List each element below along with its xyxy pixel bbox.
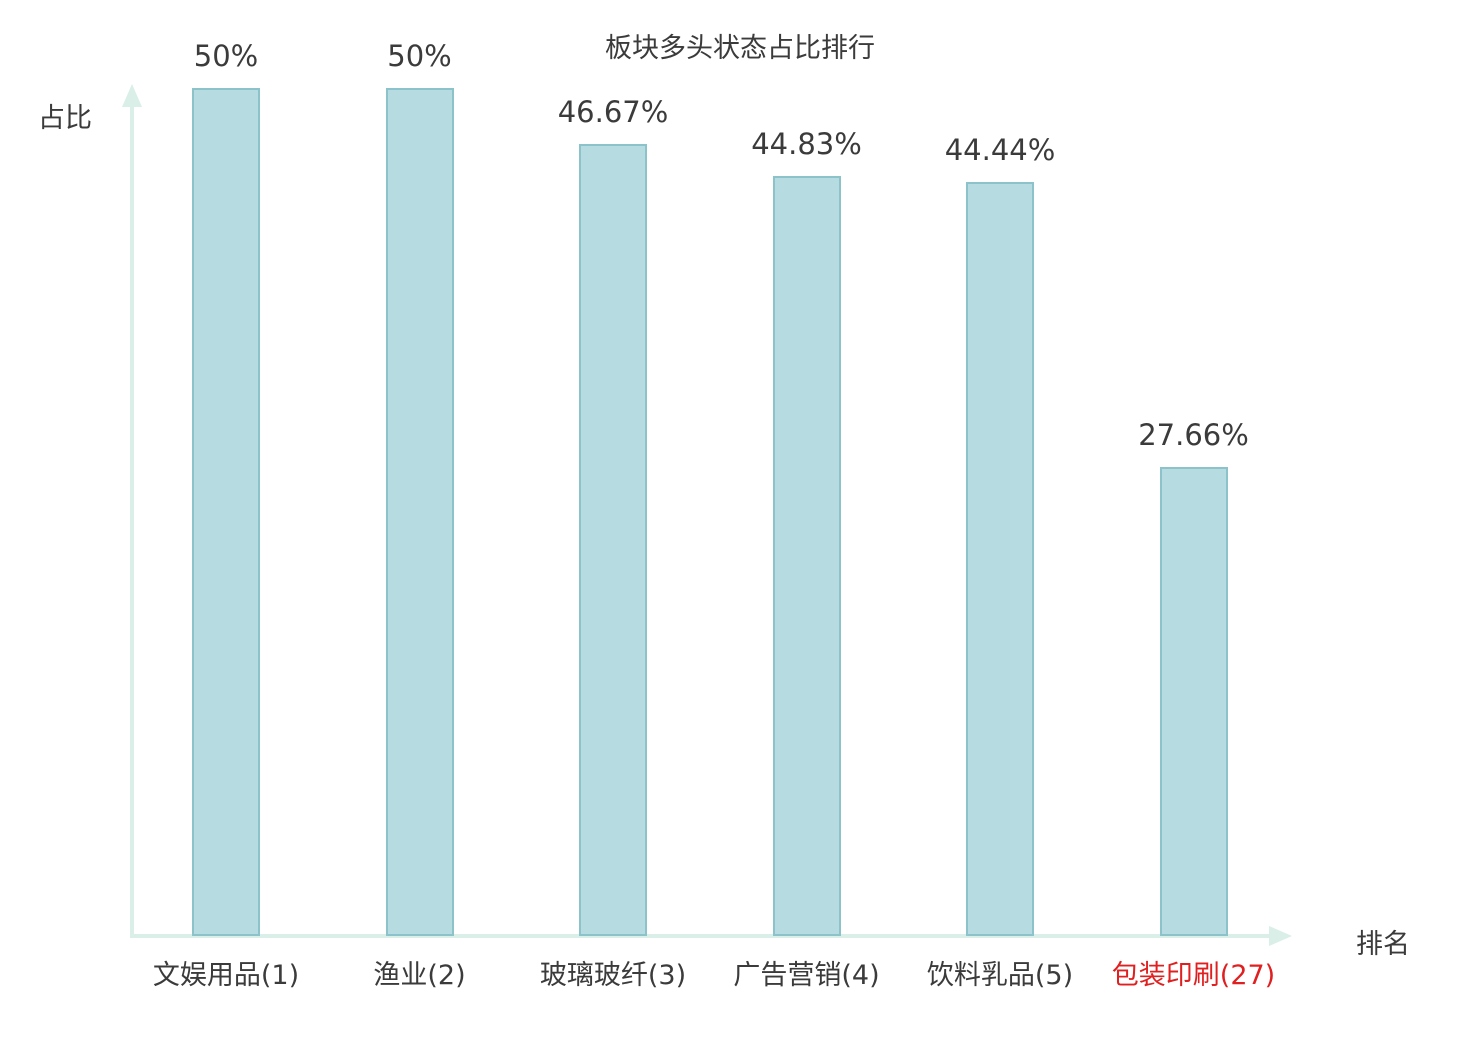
bar-category-label: 包装印刷(27) <box>1111 960 1276 991</box>
bar <box>772 175 841 936</box>
y-axis-label: 占比 <box>38 103 92 134</box>
bar-category-label: 渔业(2) <box>373 960 466 991</box>
bar-category-label: 文娱用品(1) <box>152 960 300 991</box>
bar <box>192 88 260 936</box>
bar-value-label: 44.83% <box>751 126 862 161</box>
bar-value-label: 27.66% <box>1138 417 1249 452</box>
bar-value-label: 50% <box>193 39 259 73</box>
bar <box>966 182 1034 936</box>
bar-value-label: 46.67% <box>557 95 669 130</box>
chart-title: 板块多头状态占比排行 <box>605 33 875 64</box>
bar-value-label: 44.44% <box>944 133 1056 168</box>
y-axis-arrow-icon <box>122 84 142 107</box>
bar-value-label: 50% <box>387 39 452 73</box>
x-axis-arrow-icon <box>1269 926 1292 946</box>
bar <box>579 144 647 936</box>
bar <box>1159 466 1228 936</box>
bar-category-label: 饮料乳品(5) <box>926 960 1074 991</box>
bar-category-label: 玻璃玻纤(3) <box>539 960 687 991</box>
bar-category-label: 广告营销(4) <box>733 960 880 991</box>
x-axis-label: 排名 <box>1356 929 1410 960</box>
bar <box>385 88 454 936</box>
